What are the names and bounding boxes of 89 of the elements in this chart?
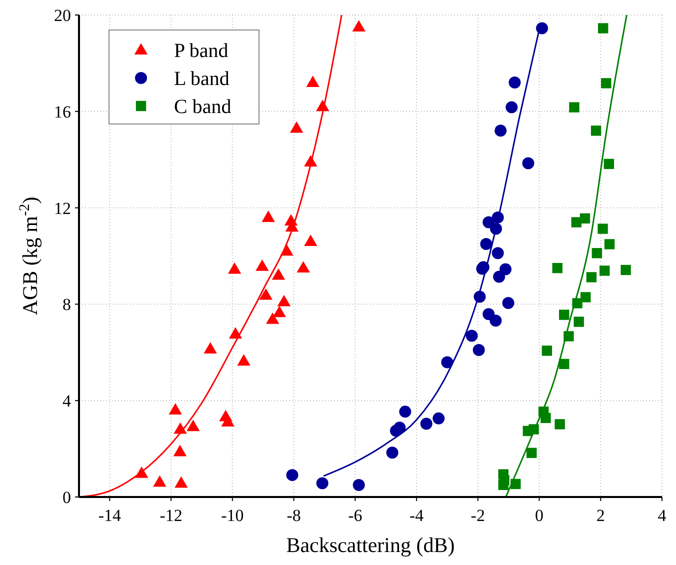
point (259, 288, 272, 300)
point (601, 78, 612, 88)
point (598, 224, 608, 234)
point (290, 121, 304, 133)
point (237, 354, 250, 366)
x-axis-title: Backscattering (dB) (286, 533, 455, 557)
point (500, 263, 512, 276)
point (277, 294, 291, 306)
x-tick-label: -2 (470, 506, 485, 525)
point (574, 316, 584, 327)
point (286, 469, 298, 482)
legend-label: C band (174, 96, 232, 118)
y-tick-label: 0 (62, 488, 71, 507)
x-tick-label: 2 (596, 506, 605, 525)
point (536, 22, 548, 34)
point (542, 346, 552, 356)
x-tick-label: -8 (286, 506, 301, 525)
point (168, 403, 182, 414)
point (502, 296, 514, 309)
point (559, 358, 570, 370)
point (552, 262, 562, 274)
point (153, 475, 166, 487)
x-tick-label: 4 (658, 506, 667, 525)
point (296, 261, 310, 273)
point (569, 102, 580, 112)
y-tick-label: 8 (62, 295, 71, 314)
point (174, 422, 187, 434)
x-tick-label: -4 (409, 506, 424, 525)
point (493, 270, 506, 283)
point (604, 158, 614, 170)
point (390, 424, 402, 437)
point (554, 419, 565, 430)
point (352, 20, 366, 32)
point (572, 298, 582, 308)
point (272, 268, 286, 280)
point (272, 306, 286, 318)
point (466, 330, 478, 342)
point (522, 157, 534, 170)
y-tick-label: 16 (54, 102, 71, 122)
point (174, 476, 188, 488)
point (559, 310, 570, 320)
x-tick-label: -12 (160, 506, 182, 525)
point (482, 308, 495, 320)
legend-label: P band (174, 40, 228, 62)
point (352, 478, 365, 491)
point (571, 217, 582, 228)
x-tick-label: -6 (348, 506, 362, 525)
point (173, 444, 187, 456)
point (480, 238, 492, 250)
point (262, 210, 275, 222)
point (399, 406, 412, 418)
point (266, 312, 280, 324)
point (526, 448, 537, 458)
legend-label: L band (174, 68, 230, 90)
point (600, 266, 610, 276)
point (592, 248, 602, 258)
point (306, 76, 320, 87)
point (492, 247, 504, 260)
y-tick-label: 12 (54, 198, 71, 218)
point (432, 412, 445, 424)
point (228, 262, 242, 274)
point (494, 124, 507, 137)
point (316, 477, 328, 490)
y-tick-label: 20 (54, 6, 71, 25)
point (564, 331, 574, 342)
x-tick-label: -14 (98, 506, 122, 525)
point (256, 259, 269, 271)
point (598, 23, 608, 34)
point (490, 314, 502, 327)
y-tick-label: 4 (62, 392, 72, 411)
point (304, 234, 318, 246)
point (472, 344, 485, 356)
point (420, 418, 432, 430)
point (540, 412, 551, 424)
point (620, 264, 631, 276)
point (586, 272, 597, 282)
point (580, 292, 591, 302)
point (186, 420, 200, 432)
point (506, 101, 518, 114)
point (604, 239, 615, 250)
x-tick-label: 0 (535, 506, 544, 525)
x-tick-label: -10 (221, 506, 244, 525)
point (590, 126, 602, 136)
point (386, 446, 398, 459)
point (508, 76, 521, 88)
point (204, 342, 217, 354)
point (522, 426, 534, 436)
point (441, 356, 454, 368)
point (498, 480, 508, 490)
